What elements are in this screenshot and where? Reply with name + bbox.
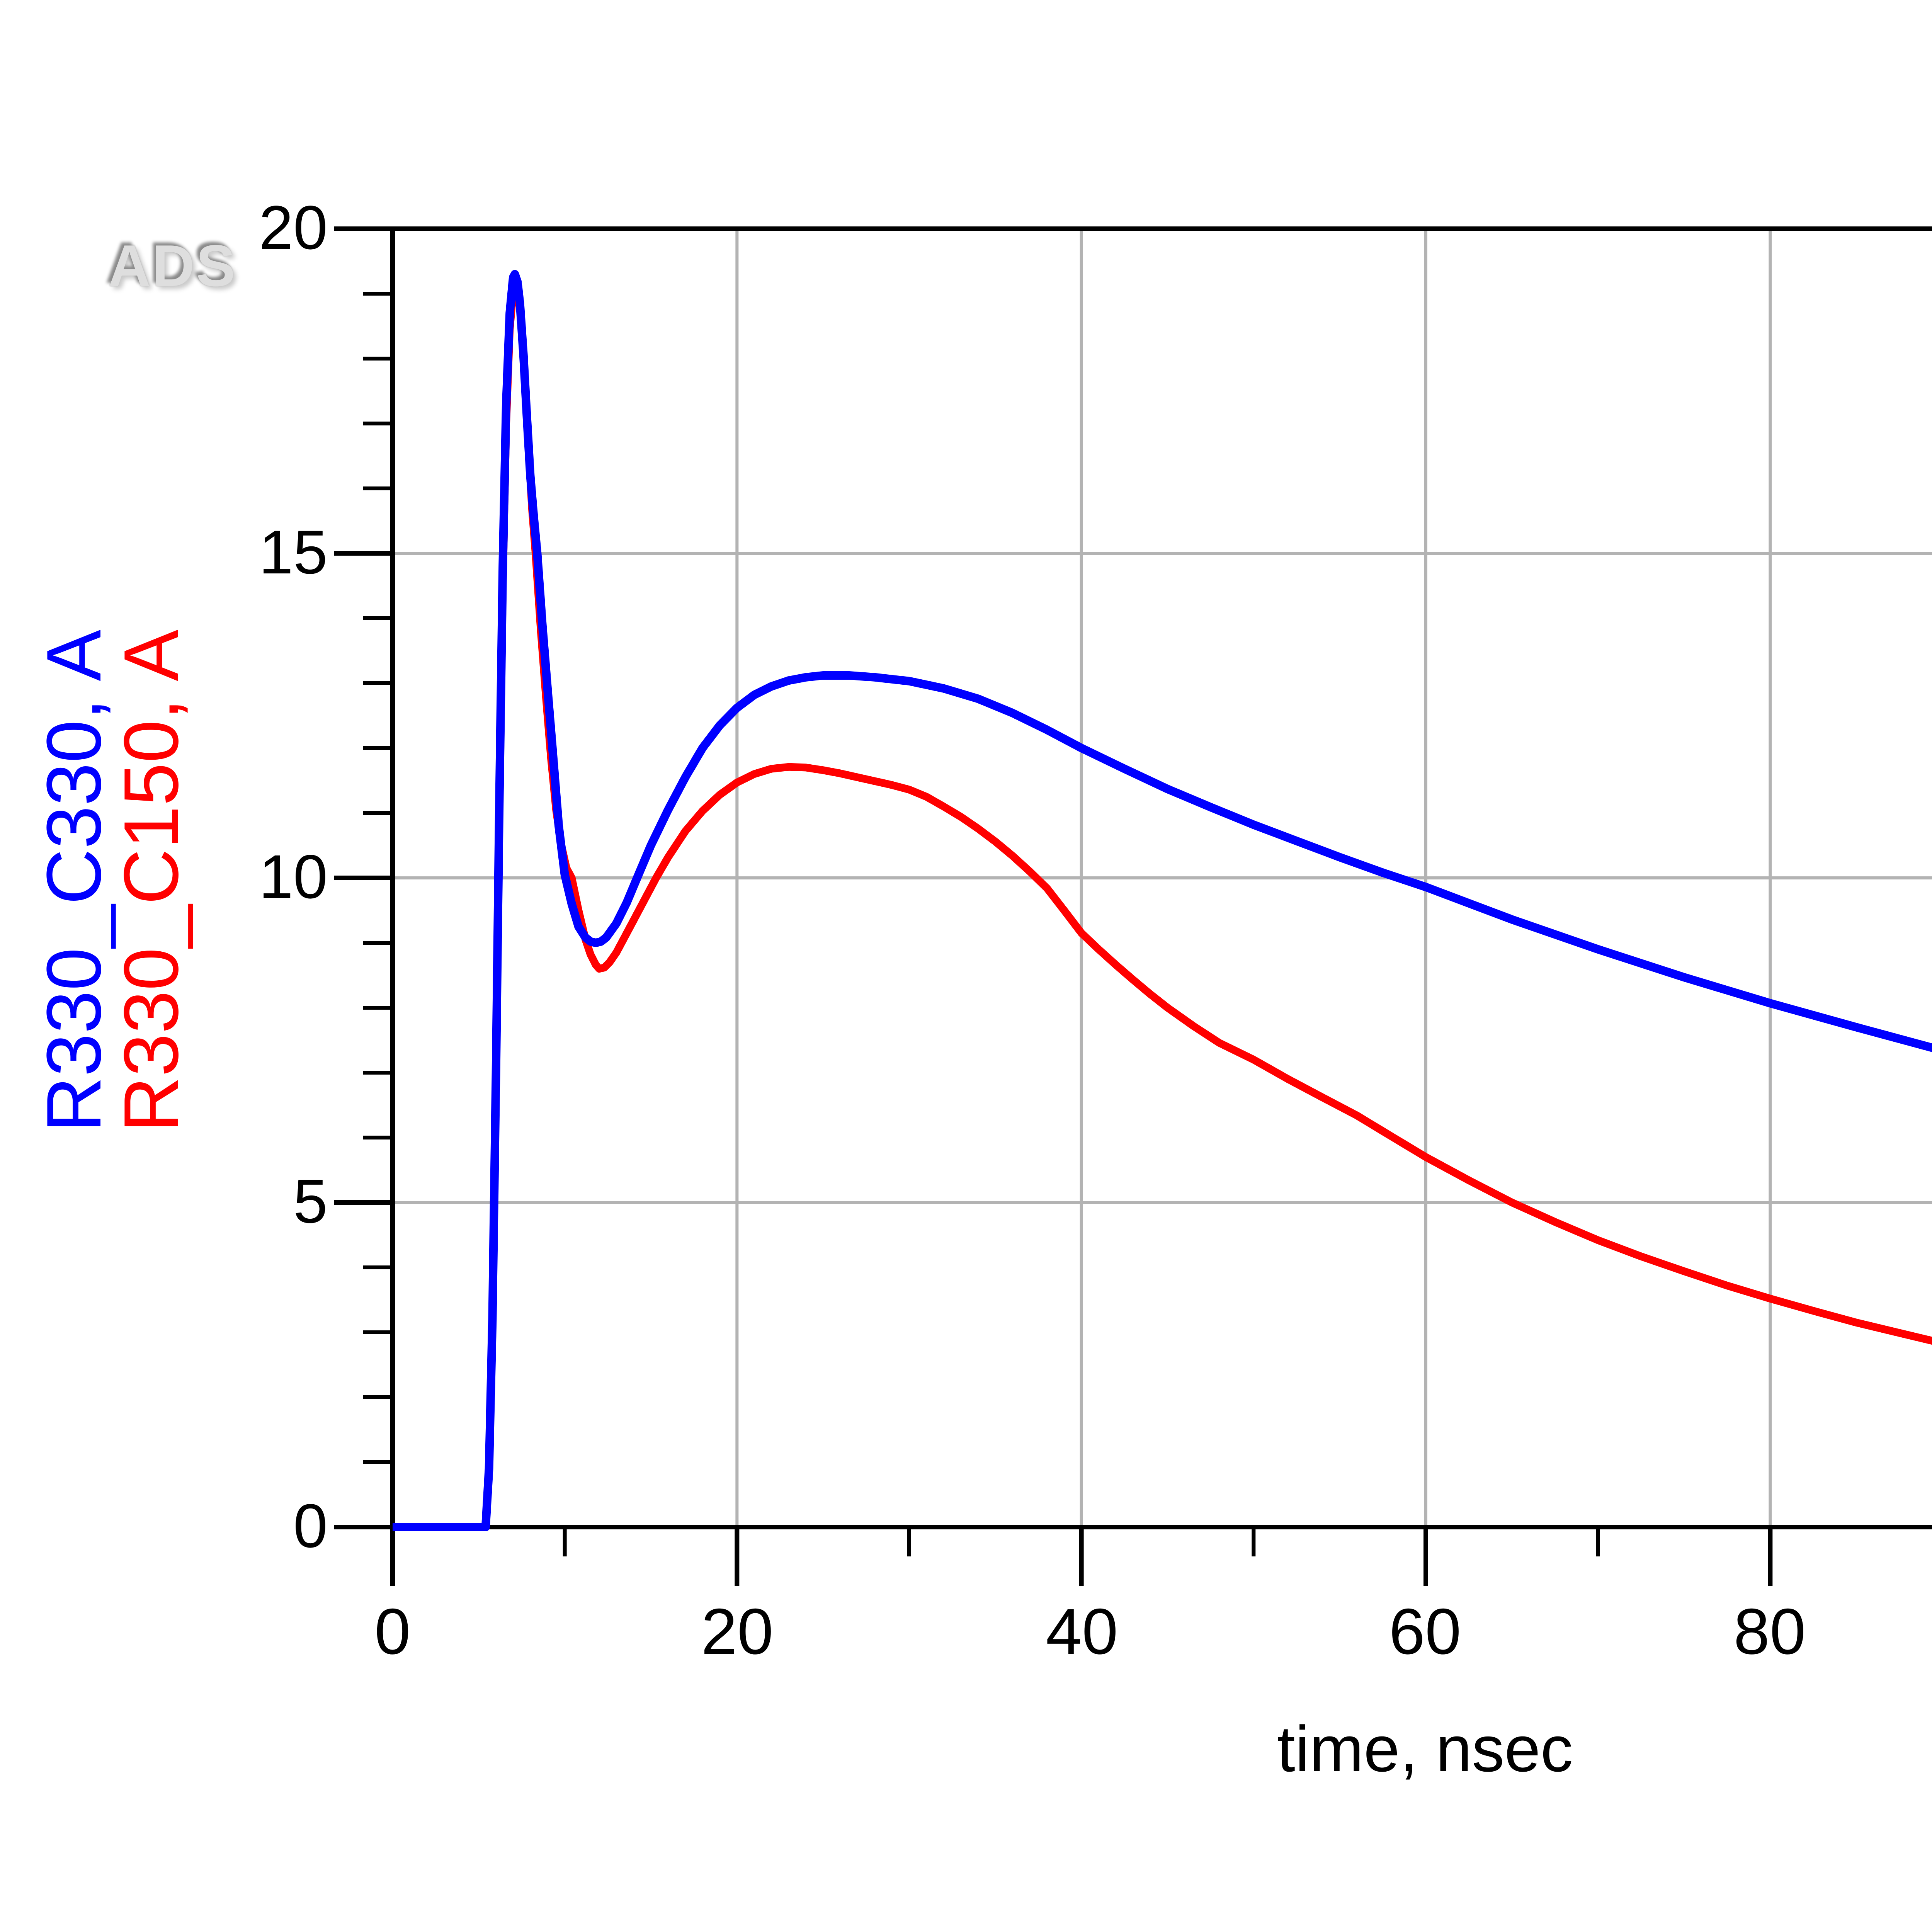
y-tick-label-20: 20 bbox=[259, 195, 328, 263]
y-tick-label-0: 0 bbox=[293, 1493, 328, 1561]
x-tick-label-60: 60 bbox=[1389, 1595, 1461, 1668]
ads-logo: ADS bbox=[108, 235, 237, 300]
y-tick-label-10: 10 bbox=[259, 844, 328, 912]
y-tick-label-15: 15 bbox=[259, 519, 328, 587]
x-tick-label-80: 80 bbox=[1733, 1595, 1806, 1668]
x-axis-title: time, nsec bbox=[1277, 1713, 1573, 1785]
y-tick-label-5: 5 bbox=[293, 1168, 328, 1236]
x-tick-label-20: 20 bbox=[701, 1595, 774, 1668]
x-tick-label-0: 0 bbox=[374, 1595, 411, 1668]
plot-frame bbox=[390, 226, 1932, 1529]
curve-R330_C330 bbox=[393, 270, 1932, 1531]
x-tick-label-40: 40 bbox=[1046, 1595, 1118, 1668]
